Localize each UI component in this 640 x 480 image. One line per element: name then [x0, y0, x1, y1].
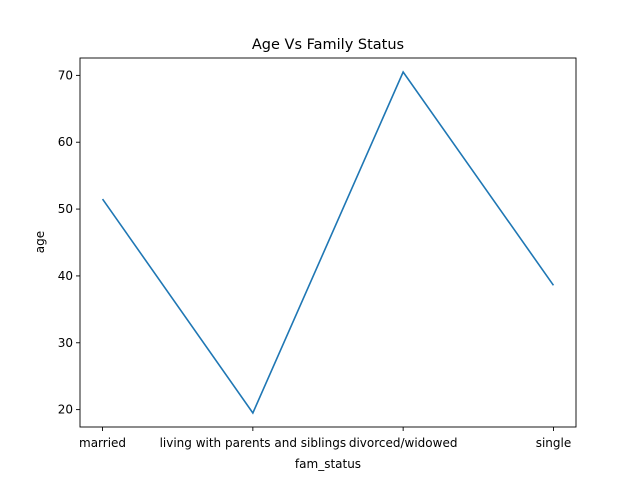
y-axis-label: age — [33, 231, 47, 253]
y-tick-label: 20 — [58, 403, 73, 417]
y-axis-ticks: 20 30 40 50 60 70 — [58, 68, 80, 417]
y-tick-label: 60 — [58, 135, 73, 149]
x-tick-label: divorced/widowed — [349, 436, 458, 450]
x-axis-ticks: married living with parents and siblings d… — [79, 427, 571, 450]
y-tick-label: 40 — [58, 269, 73, 283]
chart-title: Age Vs Family Status — [252, 37, 404, 53]
x-axis-label: fam_status — [295, 457, 361, 471]
y-tick-label: 30 — [58, 336, 73, 350]
y-tick-label: 70 — [58, 68, 73, 82]
x-tick-label: single — [536, 436, 572, 450]
x-tick-label: living with parents and siblings — [160, 436, 347, 450]
axes-frame — [79, 57, 577, 428]
y-tick-label: 50 — [58, 202, 73, 216]
series-line — [101, 70, 555, 415]
x-tick-label: married — [79, 436, 126, 450]
